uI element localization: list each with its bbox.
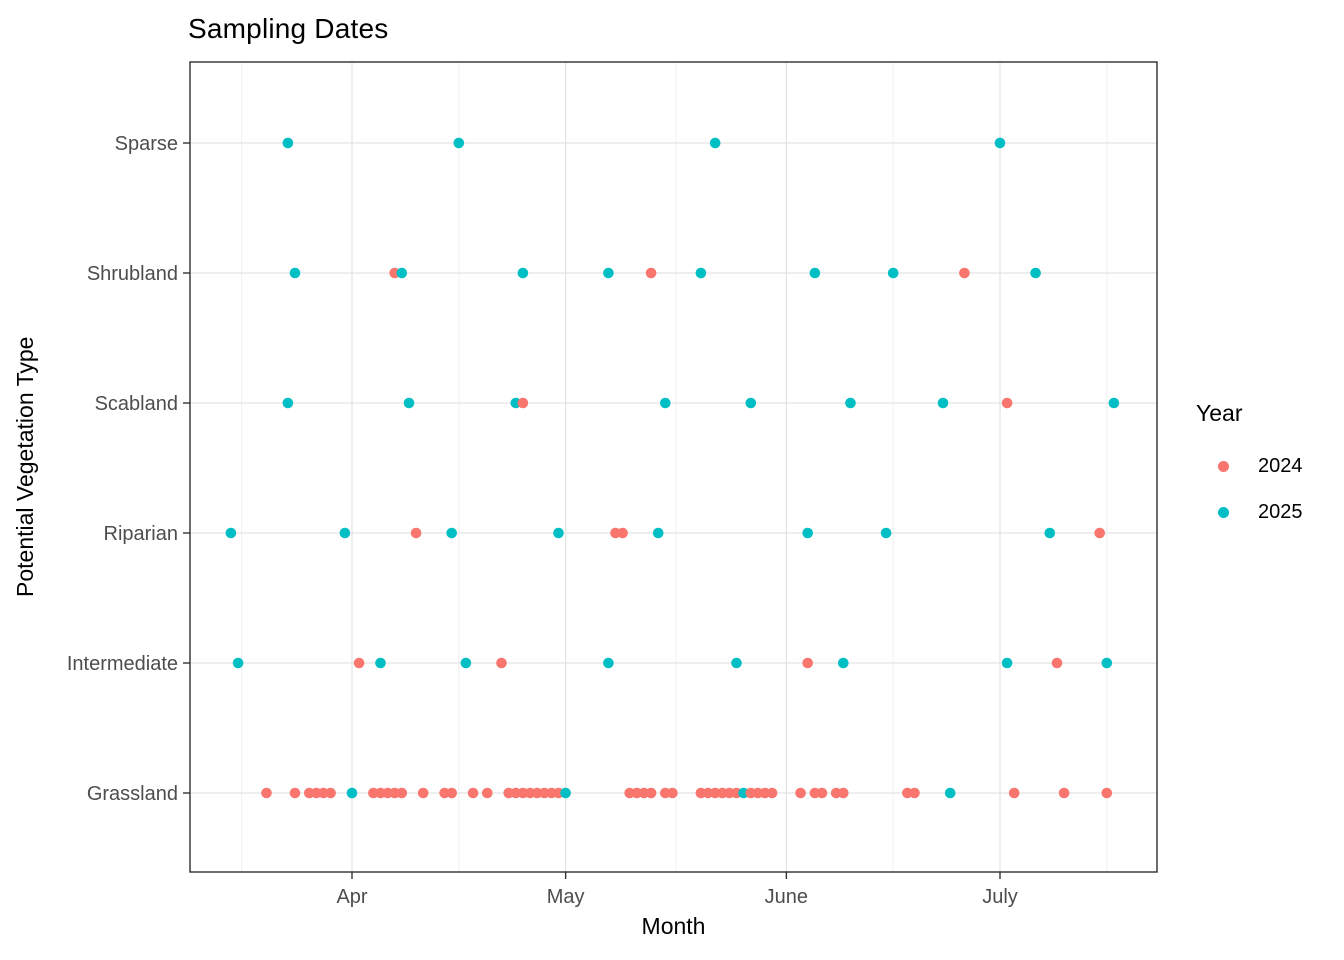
data-point — [396, 267, 408, 279]
data-point — [745, 397, 757, 409]
data-point — [795, 787, 806, 799]
major-gridlines — [190, 62, 1157, 872]
legend-dot-icon — [1218, 506, 1229, 518]
data-point — [482, 787, 493, 799]
legend-item-2025: 2025 — [1196, 489, 1303, 535]
data-point — [261, 787, 272, 799]
data-point — [802, 657, 813, 669]
data-point — [617, 527, 628, 539]
data-point — [660, 397, 671, 409]
data-point — [446, 527, 458, 539]
y-tick-labels: Sparse Shrubland Scabland Riparian Intermedi… — [67, 133, 178, 805]
data-point — [695, 267, 707, 279]
data-point — [346, 787, 358, 799]
data-point — [282, 137, 294, 149]
legend: Year 2024 2025 — [1196, 400, 1303, 535]
data-point — [232, 657, 244, 669]
panel-border — [189, 61, 1158, 873]
data-point — [1001, 657, 1013, 669]
data-point — [375, 657, 386, 669]
x-tick-label: July — [982, 886, 1018, 908]
data-point — [496, 657, 507, 669]
data-point — [603, 657, 614, 669]
data-point — [1108, 397, 1120, 409]
data-point — [809, 267, 821, 279]
data-point — [517, 397, 529, 409]
data-point — [1008, 787, 1020, 799]
data-point — [994, 137, 1006, 149]
minor-gridlines — [241, 62, 1108, 872]
data-point — [517, 267, 529, 279]
y-tick-label: Scabland — [95, 393, 178, 415]
data-point — [339, 527, 351, 539]
data-point — [1094, 527, 1105, 539]
data-point — [403, 397, 415, 409]
data-point — [289, 787, 301, 799]
legend-dot-icon — [1218, 460, 1229, 472]
legend-item-2024: 2024 — [1196, 443, 1303, 489]
data-point — [838, 787, 849, 799]
data-point — [353, 657, 365, 669]
x-tick-label: May — [547, 886, 585, 908]
data-point — [845, 397, 856, 409]
data-point — [667, 787, 678, 799]
data-point — [289, 267, 301, 279]
data-point — [944, 787, 956, 799]
y-tick-label: Grassland — [87, 783, 178, 805]
y-tick-label: Intermediate — [67, 653, 178, 675]
data-point — [1044, 527, 1056, 539]
data-point — [1051, 657, 1063, 669]
data-point — [1058, 787, 1070, 799]
y-tick-label: Sparse — [115, 133, 178, 155]
x-tick-labels: Apr May June July — [336, 886, 1017, 908]
data-point — [645, 787, 657, 799]
data-point — [802, 527, 813, 539]
data-point — [1001, 397, 1013, 409]
data-point — [937, 397, 949, 409]
chart-title: Sampling Dates — [188, 13, 389, 44]
legend-items: 2024 2025 — [1196, 443, 1303, 535]
data-point — [603, 267, 614, 279]
legend-title: Year — [1196, 400, 1243, 426]
data-point — [645, 267, 657, 279]
data-point — [766, 787, 778, 799]
data-point — [396, 787, 408, 799]
data-point — [652, 527, 664, 539]
x-tick-label: Apr — [336, 886, 367, 908]
data-point — [446, 787, 458, 799]
data-point — [467, 787, 479, 799]
data-point — [880, 527, 892, 539]
y-tick-label: Shrubland — [87, 263, 178, 285]
data-point — [838, 657, 849, 669]
data-point — [1030, 267, 1041, 279]
data-point — [553, 527, 564, 539]
data-point — [560, 787, 571, 799]
data-point — [453, 137, 465, 149]
legend-item-label: 2025 — [1258, 500, 1303, 523]
data-point — [417, 787, 429, 799]
data-point — [460, 657, 472, 669]
data-point — [282, 397, 294, 409]
y-tick-label: Riparian — [104, 523, 178, 545]
data-point — [731, 657, 742, 669]
data-point — [325, 787, 336, 799]
x-tick-label: June — [765, 886, 808, 908]
data-point — [1101, 787, 1113, 799]
data-point — [1101, 657, 1113, 669]
data-point — [410, 527, 422, 539]
data-point — [225, 527, 237, 539]
x-axis-title: Month — [641, 913, 706, 939]
data-points — [225, 137, 1120, 799]
data-point — [887, 267, 899, 279]
y-axis-title: Potential Vegetation Type — [12, 336, 38, 598]
axis-ticks — [183, 142, 1001, 879]
data-point — [816, 787, 828, 799]
data-point — [959, 267, 970, 279]
data-point — [709, 137, 721, 149]
data-point — [909, 787, 920, 799]
legend-item-label: 2024 — [1258, 454, 1303, 477]
